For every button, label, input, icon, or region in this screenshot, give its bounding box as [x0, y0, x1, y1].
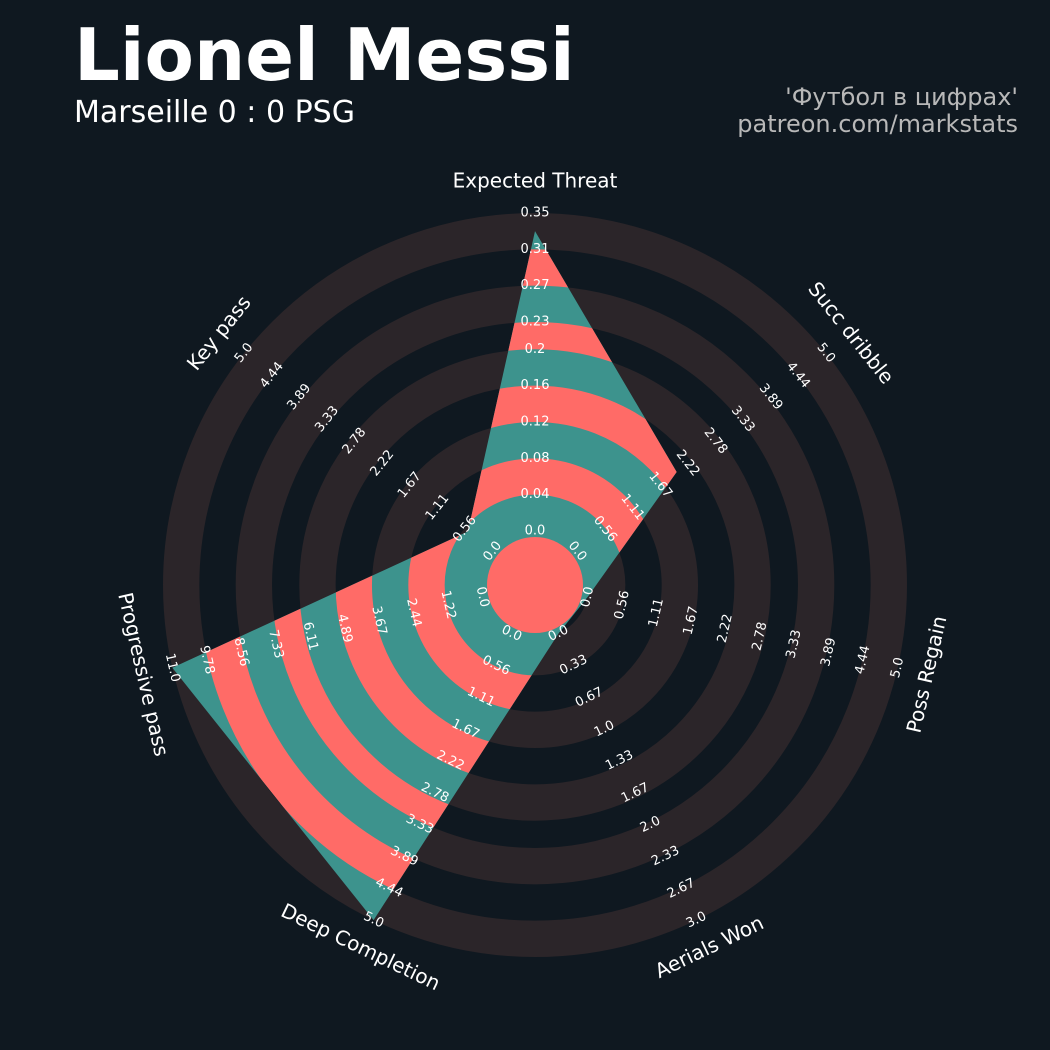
tick-label: 4.44	[852, 644, 873, 676]
tick-label: 8.56	[231, 636, 252, 668]
tick-label: 0.0	[578, 585, 597, 609]
tick-label: 0.31	[521, 242, 550, 257]
tick-label: 1.67	[681, 605, 702, 637]
tick-label: 2.22	[715, 613, 736, 645]
tick-label: 5.0	[888, 656, 907, 680]
tick-label: 0.2	[525, 342, 546, 357]
category-label: Expected Threat	[453, 169, 618, 193]
credit: patreon.com/markstats	[737, 110, 1018, 138]
tick-label: 11.0	[162, 652, 183, 684]
tick-label: 1.11	[646, 597, 667, 629]
hub	[487, 537, 583, 633]
tick-label: 1.22	[437, 589, 458, 621]
tick-label: 0.16	[521, 378, 550, 393]
ring-band	[162, 212, 908, 958]
tick-label: 3.33	[784, 628, 805, 660]
tick-label: 0.12	[521, 414, 550, 429]
tick-label: 0.35	[521, 206, 550, 221]
tick-label: 3.89	[818, 636, 839, 668]
chart-title: Lionel Messi	[74, 13, 575, 97]
tick-label: 3.67	[368, 605, 389, 637]
tick-label: 2.78	[749, 621, 770, 653]
chart-subtitle: Marseille 0 : 0 PSG	[74, 95, 355, 130]
tick-label: 6.11	[300, 621, 321, 653]
credit: 'Футбол в цифрах'	[785, 83, 1018, 111]
tick-label: 7.33	[265, 628, 286, 660]
tick-label: 0.0	[473, 585, 492, 609]
tick-label: 0.27	[521, 278, 550, 293]
tick-label: 0.0	[525, 524, 546, 539]
tick-label: 0.04	[521, 487, 550, 502]
tick-label: 0.23	[521, 315, 550, 330]
tick-label: 2.44	[403, 597, 424, 629]
tick-label: 0.56	[612, 589, 633, 621]
tick-label: 9.78	[196, 644, 217, 676]
tick-label: 4.89	[334, 613, 355, 645]
tick-label: 0.08	[521, 451, 550, 466]
